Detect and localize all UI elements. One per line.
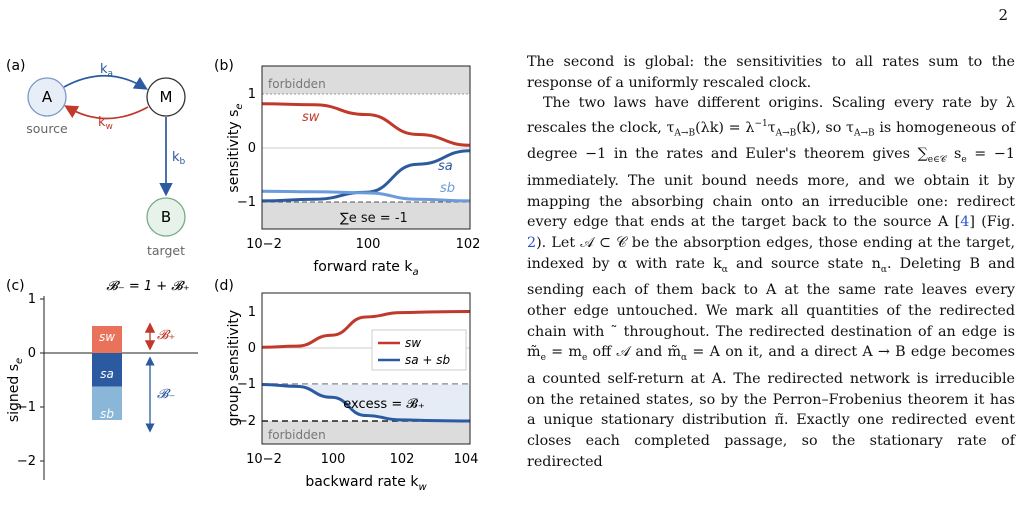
panel-d: (d) group sensitivity forbidden excess =… — [214, 278, 478, 493]
b-ytick-0: 0 — [248, 141, 256, 156]
panel-b-yticks: 1 0 −1 — [237, 87, 256, 210]
source-label: source — [26, 121, 68, 136]
bar-label-sb: sb — [100, 407, 114, 421]
bar-sw — [92, 326, 122, 353]
target-label: target — [147, 243, 185, 258]
panel-b-xlabel: forward rate ka — [313, 259, 418, 278]
ref-4[interactable]: 4 — [960, 214, 970, 231]
d-xtick-3: 104 — [454, 452, 479, 467]
series-sw-d — [261, 310, 471, 349]
panel-d-ylabel: group sensitivity — [226, 310, 242, 426]
node-a — [27, 77, 67, 117]
edge-kw — [64, 105, 149, 120]
edge-ka-label: ka — [100, 62, 113, 79]
node-m — [146, 77, 186, 117]
forbidden-band-d — [262, 421, 470, 444]
forbidden-label-b: forbidden — [268, 77, 326, 91]
panel-b-xticks: 10−2 100 102 — [246, 237, 480, 252]
panel-c-ylabel: signed se — [6, 358, 25, 422]
b-xtick-2: 102 — [456, 237, 481, 252]
b-ytick-m1: −1 — [237, 195, 256, 210]
forbidden-band-top — [262, 66, 470, 94]
d-ytick-1: 1 — [248, 305, 256, 320]
panel-d-xticks: 10−2 100 102 104 — [246, 452, 478, 467]
d-ytick-0: 0 — [248, 341, 256, 356]
legend-d: sw sa + sb — [371, 329, 467, 371]
body-text: The second is global: the sensitivities … — [527, 52, 1015, 473]
node-m-label: M — [160, 88, 173, 106]
legend-sa-sb: sa + sb — [405, 353, 451, 367]
node-b-label: B — [161, 208, 171, 226]
bar-label-sw: sw — [99, 330, 115, 344]
panel-b: (b) sensitivity se forbidden ∑e se = -1 … — [214, 58, 480, 278]
label-sb-b: sb — [440, 181, 455, 196]
bar-label-sa: sa — [100, 367, 114, 381]
bar-sa — [92, 353, 122, 387]
forbidden-band-bottom — [262, 202, 470, 229]
bar-sb — [92, 386, 122, 420]
panel-b-ylabel: sensitivity se — [226, 103, 245, 192]
legend-sw: sw — [405, 336, 421, 350]
panel-b-label: (b) — [214, 58, 234, 74]
panel-c: (c) 𝓑₋ = 1 + 𝓑₊ signed se sw sa sb 𝓑₊ 𝓑₋… — [6, 278, 198, 480]
d-ytick-m2: −2 — [237, 414, 256, 429]
panel-c-yticks: 1 0 −1 −2 — [17, 292, 44, 469]
c-ytick-0: 0 — [28, 346, 36, 361]
d-xtick-0: 10−2 — [246, 452, 282, 467]
panel-c-label: (c) — [6, 278, 25, 294]
paragraph-2: The two laws have different origins. Sca… — [527, 95, 1015, 470]
label-sw-b: sw — [302, 110, 320, 125]
page-number: 2 — [998, 6, 1008, 24]
b-ytick-1: 1 — [248, 87, 256, 102]
excess-annotation: excess = 𝓑₊ — [343, 397, 424, 412]
d-xtick-1: 100 — [321, 452, 346, 467]
paragraph-1: The second is global: the sensitivities … — [527, 54, 1015, 91]
figure: (a) A M B ka kw kb source target (b) sen… — [6, 58, 480, 493]
forbidden-label-d: forbidden — [268, 428, 326, 442]
excess-region — [262, 384, 470, 421]
panel-d-xlabel: backward rate kw — [305, 474, 427, 493]
panel-d-label: (d) — [214, 278, 234, 294]
series-sa-sb-d — [261, 383, 471, 423]
sum-annotation: ∑e se = -1 — [340, 211, 408, 226]
c-ytick-m2: −2 — [17, 454, 36, 469]
node-b — [146, 197, 186, 237]
label-sa-b: sa — [438, 159, 453, 174]
b-xtick-1: 100 — [356, 237, 381, 252]
b-xtick-0: 10−2 — [246, 237, 282, 252]
edge-kb-label: kb — [172, 150, 186, 167]
brace-plus-label: 𝓑₊ — [157, 328, 175, 343]
equation: 𝓑₋ = 1 + 𝓑₊ — [106, 279, 189, 294]
node-a-label: A — [42, 88, 53, 106]
c-ytick-1: 1 — [28, 292, 36, 307]
brace-minus-label: 𝓑₋ — [157, 387, 175, 402]
d-xtick-2: 102 — [390, 452, 415, 467]
panel-d-frame — [261, 292, 471, 445]
panel-d-yticks: 1 0 −1 −2 — [237, 305, 256, 429]
edge-kw-label: kw — [98, 115, 113, 132]
d-ytick-m1: −1 — [237, 377, 256, 392]
panel-a: (a) A M B ka kw kb source target — [6, 58, 186, 258]
series-sb-b — [261, 189, 471, 203]
panel-a-label: (a) — [6, 58, 26, 74]
edge-ka — [63, 74, 148, 90]
ref-fig-2[interactable]: 2 — [527, 235, 537, 252]
panel-b-frame — [261, 65, 471, 230]
c-ytick-m1: −1 — [17, 400, 36, 415]
series-sw-b — [261, 102, 471, 147]
